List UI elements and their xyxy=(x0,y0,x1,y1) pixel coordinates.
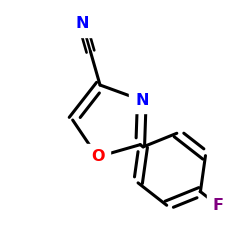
Text: O: O xyxy=(91,150,104,164)
Text: F: F xyxy=(212,198,223,212)
Text: N: N xyxy=(76,16,89,31)
Text: N: N xyxy=(135,93,148,108)
